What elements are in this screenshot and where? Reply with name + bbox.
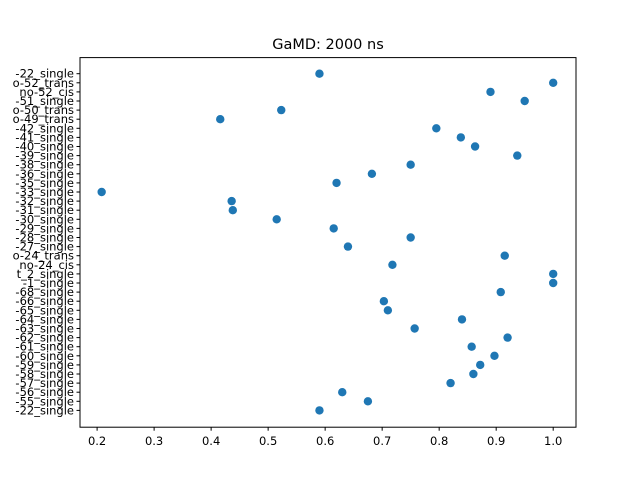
data-point xyxy=(432,124,441,133)
data-point xyxy=(470,142,480,151)
data-point xyxy=(343,242,353,251)
data-point xyxy=(228,206,237,215)
y-tick-label: -35_single xyxy=(15,176,74,190)
x-tick-label: 0.8 xyxy=(430,434,448,448)
data-point xyxy=(410,324,419,333)
y-tick-label: -27_single xyxy=(15,240,74,254)
data-point xyxy=(503,333,512,342)
y-tick-label: -55_single xyxy=(15,394,74,408)
y-tick-label: -33_single xyxy=(15,185,74,199)
y-tick-label: -61_single xyxy=(15,340,74,354)
data-point xyxy=(456,133,466,142)
data-point xyxy=(500,251,509,260)
axes-frame xyxy=(79,57,577,428)
y-axis: -22_single-55_single-56_single-57_single… xyxy=(13,67,80,417)
data-point xyxy=(467,342,476,351)
y-tick-label: -63_single xyxy=(15,322,74,336)
y-tick-label: -39_single xyxy=(15,149,74,163)
y-tick-label: -1_single xyxy=(23,276,74,290)
data-point xyxy=(227,196,236,206)
data-point xyxy=(496,287,505,297)
data-point xyxy=(476,360,485,370)
x-tick-label: 0.9 xyxy=(487,434,505,448)
data-point xyxy=(379,297,389,306)
x-tick-label: 0.2 xyxy=(88,434,106,448)
y-tick-label: -68_single xyxy=(15,285,74,299)
data-point xyxy=(520,96,529,106)
y-tick-label: -31_single xyxy=(15,203,74,217)
x-tick-label: 0.6 xyxy=(316,434,334,448)
x-tick-label: 0.3 xyxy=(145,434,163,448)
data-point xyxy=(315,69,324,78)
data-point xyxy=(469,369,478,379)
y-tick-label: -65_single xyxy=(15,303,74,317)
data-point xyxy=(338,388,347,397)
data-point xyxy=(548,269,558,279)
data-point xyxy=(216,115,225,124)
y-tick-label: -56_single xyxy=(15,385,74,399)
data-point xyxy=(315,406,324,415)
y-tick-label: -66_single xyxy=(15,294,74,308)
y-tick-label: o-24_trans xyxy=(13,249,74,263)
y-tick-label: -22_single xyxy=(15,67,74,81)
y-tick-label: -29_single xyxy=(15,221,74,235)
y-tick-label: -22_single xyxy=(15,403,74,417)
y-tick-label: o-49_trans xyxy=(13,112,74,126)
y-tick-label: -57_single xyxy=(15,376,74,390)
x-tick-label: 1.0 xyxy=(544,434,562,448)
data-point xyxy=(277,105,286,115)
data-point xyxy=(329,224,338,233)
data-point xyxy=(332,178,341,188)
y-tick-label: t_2_single xyxy=(17,267,74,281)
data-point xyxy=(513,151,522,160)
y-tick-label: -36_single xyxy=(15,167,74,181)
x-tick-label: 0.4 xyxy=(202,434,220,448)
data-point xyxy=(388,260,397,269)
y-tick-label: -40_single xyxy=(15,140,74,154)
data-point xyxy=(272,215,281,224)
data-point xyxy=(548,78,558,88)
data-point xyxy=(457,315,467,324)
data-point xyxy=(363,397,373,406)
y-tick-label: -51_single xyxy=(15,94,74,108)
y-tick-label: o-50_trans xyxy=(13,103,74,117)
data-point xyxy=(490,351,499,360)
y-tick-label: -64_single xyxy=(15,312,74,326)
x-tick-label: 0.7 xyxy=(373,434,391,448)
data-point xyxy=(97,187,106,197)
data-point xyxy=(406,233,415,242)
data-point xyxy=(446,378,455,388)
y-tick-label: o-52_trans xyxy=(13,76,74,90)
y-tick-label: no-52_cis xyxy=(19,85,74,99)
data-point xyxy=(548,278,558,288)
y-tick-label: -28_single xyxy=(15,231,74,245)
y-tick-label: -60_single xyxy=(15,349,74,363)
x-axis: 0.2 0.3 0.4 0.5 0.6 0.7 0.8 0.9 1.0 xyxy=(88,427,562,448)
data-points xyxy=(97,69,558,415)
y-tick-label: no-24_cis xyxy=(19,258,74,272)
chart-title: GaMD: 2000 ns xyxy=(272,37,384,53)
data-point xyxy=(367,169,377,178)
y-tick-label: -42_single xyxy=(15,121,74,135)
y-tick-label: -59_single xyxy=(15,358,74,372)
x-tick-label: 0.5 xyxy=(259,434,277,448)
y-tick-label: -32_single xyxy=(15,194,74,208)
y-tick-label: -30_single xyxy=(15,212,74,226)
data-point xyxy=(486,87,495,97)
y-tick-label: -62_single xyxy=(15,331,74,345)
y-tick-label: -41_single xyxy=(15,130,74,144)
y-tick-label: -38_single xyxy=(15,158,74,172)
data-point xyxy=(406,160,415,169)
y-tick-label: -58_single xyxy=(15,367,74,381)
data-point xyxy=(383,306,393,315)
